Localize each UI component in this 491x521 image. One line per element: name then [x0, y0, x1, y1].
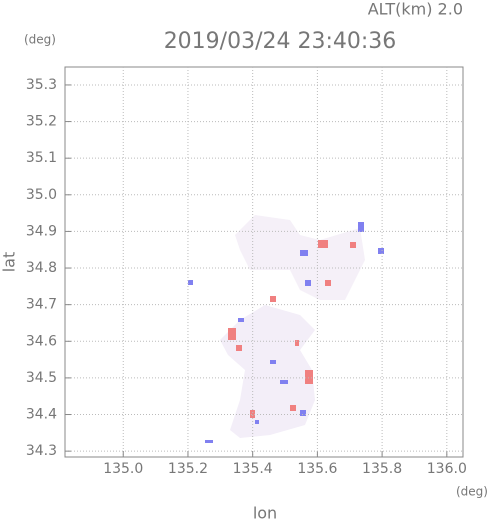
chart-title: 2019/03/24 23:40:36 — [164, 29, 397, 54]
echo-area — [235, 215, 365, 300]
y-tick-label: 34.4 — [26, 407, 57, 423]
y-unit: (deg) — [24, 33, 56, 47]
altitude-label: ALT(km) 2.0 — [368, 0, 463, 19]
y-tick-label: 35.0 — [26, 187, 57, 203]
x-tick-label: 136.0 — [427, 461, 467, 477]
y-tick-label: 34.6 — [26, 333, 57, 349]
y-tick-label: 34.7 — [26, 297, 57, 313]
y-tick-label: 35.2 — [26, 114, 57, 130]
x-label: lon — [253, 504, 277, 521]
y-tick-label: 34.9 — [26, 223, 57, 239]
plot-frame — [64, 66, 464, 458]
y-tick-label: 34.8 — [26, 260, 57, 276]
x-tick-label: 135.0 — [103, 461, 143, 477]
x-tick-label: 135.2 — [168, 461, 208, 477]
x-tick-label: 135.8 — [362, 461, 402, 477]
echo-negative — [188, 222, 384, 443]
echo-area — [220, 305, 315, 438]
y-label: lat — [0, 252, 19, 273]
y-tick-label: 34.3 — [26, 443, 57, 459]
y-tick-label: 35.1 — [26, 150, 57, 166]
x-unit: (deg) — [456, 485, 488, 499]
y-tick-label: 34.5 — [26, 370, 57, 386]
radar-echo — [188, 215, 384, 443]
y-tick-label: 35.3 — [26, 77, 57, 93]
x-tick-label: 135.4 — [233, 461, 273, 477]
x-tick-label: 135.6 — [297, 461, 337, 477]
echo-positive — [228, 240, 356, 418]
